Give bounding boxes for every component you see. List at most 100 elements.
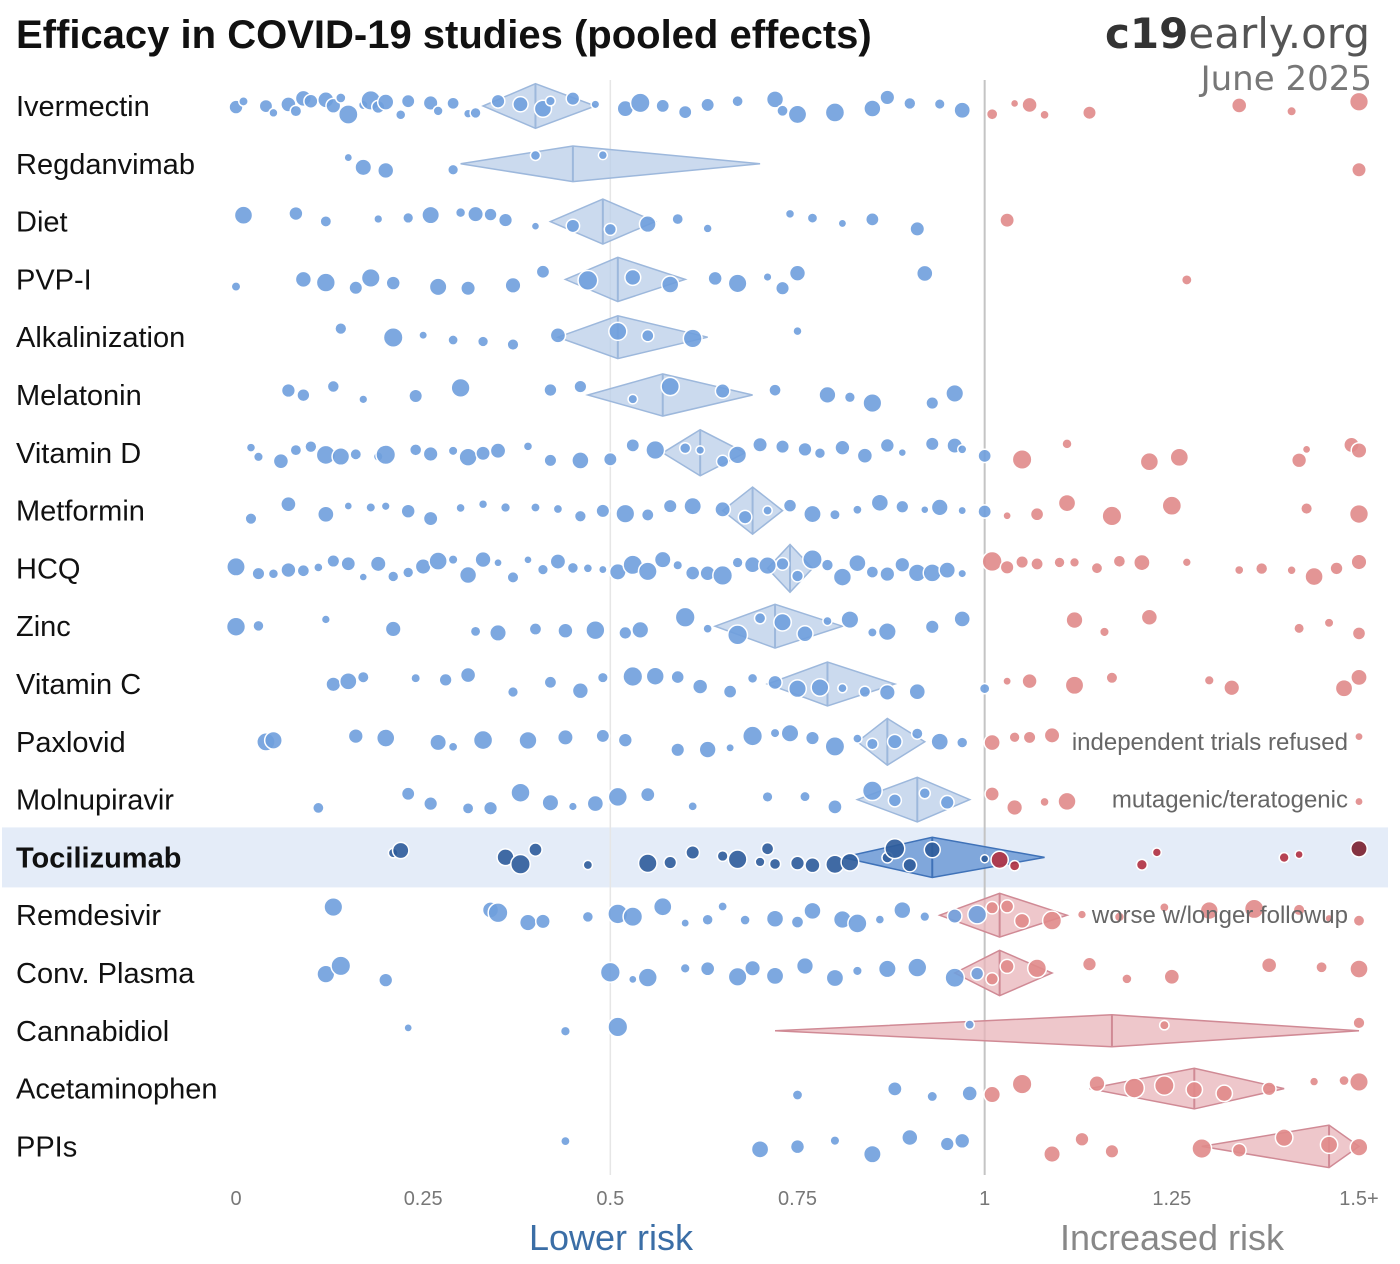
study-point (1065, 610, 1084, 630)
study-point (865, 565, 880, 579)
study-point (522, 441, 534, 452)
study-point (653, 550, 672, 569)
study-point (919, 911, 931, 923)
study-point (1011, 449, 1033, 471)
row-label: Metformin (16, 496, 145, 528)
study-point (797, 441, 813, 458)
study-point (908, 682, 927, 701)
row-note: worse w/longer followup (1091, 902, 1348, 929)
study-point (640, 328, 655, 343)
study-point (487, 902, 509, 924)
study-point (677, 104, 693, 120)
study-point (894, 556, 911, 573)
study-point (304, 439, 318, 454)
row-label: PPIs (16, 1131, 77, 1163)
study-point (926, 1090, 939, 1103)
study-point (577, 269, 599, 291)
study-point (311, 801, 325, 815)
study-point (645, 439, 666, 461)
study-point (1350, 441, 1368, 460)
study-point (1351, 626, 1367, 641)
study-point (1133, 553, 1151, 572)
study-point (313, 562, 324, 573)
study-point (787, 679, 808, 699)
pooled-diamond (855, 776, 972, 823)
study-point (944, 967, 966, 989)
study-point (1013, 912, 1031, 930)
study-point (469, 625, 482, 638)
study-point (1006, 798, 1024, 817)
study-point (938, 561, 957, 579)
study-point (226, 556, 246, 577)
study-point (862, 392, 883, 414)
study-point (376, 93, 395, 111)
study-point (230, 281, 242, 293)
study-point (1352, 1016, 1366, 1030)
study-point (717, 901, 729, 912)
study-point (639, 786, 656, 803)
x-tick-label: 0.5 (596, 1188, 624, 1210)
study-point (549, 326, 567, 344)
study-point (818, 385, 837, 405)
study-point (504, 276, 522, 294)
study-point (582, 563, 594, 574)
study-point (335, 92, 347, 104)
study-point (1348, 503, 1370, 525)
study-point (964, 1019, 976, 1031)
study-point (702, 623, 713, 634)
row-label: Molnupiravir (16, 785, 174, 817)
study-point (252, 451, 265, 463)
study-point (1008, 859, 1021, 872)
study-point (1260, 956, 1278, 974)
study-point (1301, 444, 1312, 455)
study-point (1323, 617, 1335, 629)
study-point (459, 666, 477, 684)
study-point (652, 896, 673, 917)
study-point (939, 1136, 955, 1152)
study-point (979, 854, 990, 864)
study-point (824, 735, 846, 757)
study-point (848, 553, 867, 573)
study-point (840, 852, 860, 872)
study-point (787, 104, 808, 125)
study-point (670, 669, 685, 685)
study-point (660, 275, 680, 294)
brand-logo[interactable]: c19early.org (1105, 9, 1370, 58)
row-labels: Ivermectin Regdanvimab Diet PVP-I Alkaliniza… (16, 91, 218, 1163)
study-point (252, 619, 265, 633)
study-point (1348, 1071, 1370, 1092)
study-point (489, 623, 508, 642)
study-point (918, 787, 932, 800)
study-point (774, 280, 791, 296)
study-point (402, 566, 415, 579)
study-point (1294, 849, 1304, 860)
row-label: HCQ (16, 553, 80, 585)
study-point (378, 972, 394, 988)
study-point (543, 382, 558, 398)
study-point (1043, 1145, 1062, 1164)
study-point (289, 104, 303, 118)
study-point (571, 451, 590, 470)
study-point (856, 447, 874, 464)
study-point (879, 89, 896, 106)
study-point (645, 666, 665, 686)
study-point (573, 509, 588, 523)
study-point (567, 801, 579, 812)
study-point (408, 388, 424, 404)
pooled-diamond (765, 661, 898, 707)
study-point (727, 966, 748, 987)
study-point (731, 556, 744, 569)
study-point (506, 570, 520, 584)
study-point (268, 107, 279, 119)
study-point (782, 498, 798, 513)
study-point (886, 733, 903, 750)
study-point (1105, 671, 1119, 685)
study-point (930, 732, 950, 752)
x-tick-label: 1 (979, 1188, 990, 1210)
study-point (877, 959, 897, 979)
study-point (847, 913, 868, 934)
study-point (999, 958, 1015, 975)
study-point (922, 563, 943, 583)
study-point (408, 443, 423, 457)
study-point (810, 677, 830, 697)
